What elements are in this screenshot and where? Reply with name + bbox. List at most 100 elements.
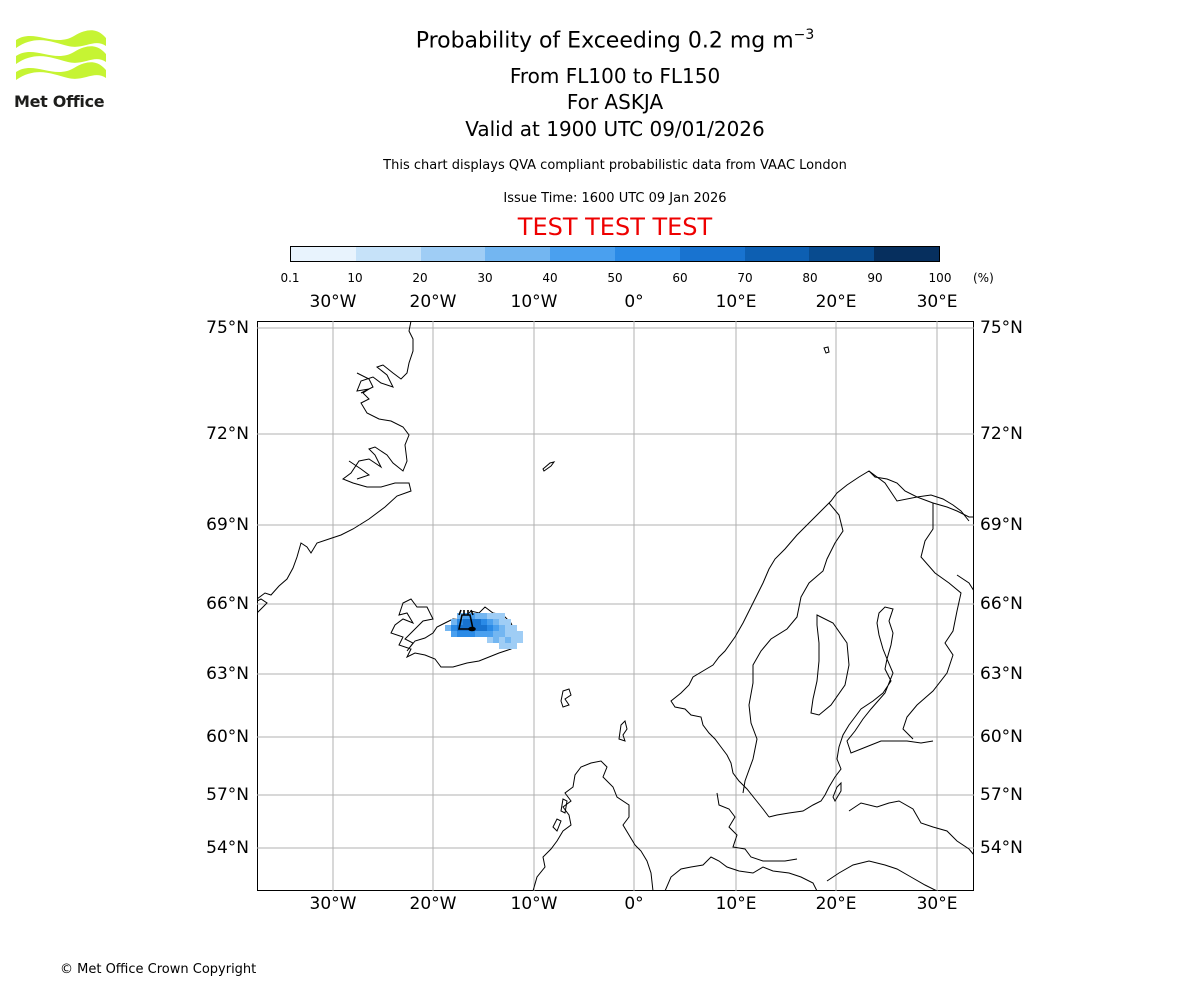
plume-cell (487, 637, 493, 643)
colorbar-segment (874, 247, 939, 261)
plume-cell (517, 631, 523, 637)
lat-label-right: 69°N (980, 515, 1023, 535)
issue-time: Issue Time: 1600 UTC 09 Jan 2026 (503, 191, 727, 206)
plume-cell (475, 613, 481, 619)
baltic-south (826, 860, 938, 891)
lon-label-top: 20°E (815, 292, 857, 312)
plume-cell (463, 625, 469, 631)
plume-cell (493, 631, 499, 637)
met-office-logo (14, 30, 114, 114)
colorbar-tick-label: 10 (347, 271, 363, 285)
colorbar-segment (614, 247, 680, 261)
plume-cell (463, 631, 469, 637)
colorbar-tick-label: 20 (412, 271, 428, 285)
lon-label-bottom: 30°W (309, 894, 357, 914)
colorbar-segment (809, 247, 875, 261)
lon-label-bottom: 20°W (409, 894, 457, 914)
colorbar-segment (291, 247, 356, 261)
met-office-logo-waves (16, 30, 106, 80)
plume-cell (481, 631, 487, 637)
colorbar-tick-label: 0.1 (280, 271, 300, 285)
copyright-notice: © Met Office Crown Copyright (60, 962, 257, 977)
lon-label-top: 10°W (510, 292, 558, 312)
plume-cell (475, 631, 481, 637)
plume-cell (505, 625, 511, 631)
colorbar-tick-label: 80 (802, 271, 818, 285)
lon-label-top: 0° (624, 292, 644, 312)
lat-label-left: 60°N (206, 727, 249, 747)
plume-cell (487, 625, 493, 631)
lat-label-left: 63°N (206, 664, 249, 684)
title-superscript: −3 (793, 27, 815, 43)
plume-cell (493, 619, 499, 625)
plume-cell (481, 619, 487, 625)
denmark-coast (716, 792, 798, 862)
valid-time: Valid at 1900 UTC 09/01/2026 (465, 117, 765, 141)
lat-label-left: 69°N (206, 515, 249, 535)
colorbar-tick-label: 90 (867, 271, 883, 285)
plume-cell (499, 637, 505, 643)
plume-cell (463, 613, 469, 619)
plume-cell (499, 643, 505, 649)
colorbar-tick-label: 70 (737, 271, 753, 285)
shetland (618, 720, 628, 742)
plume-cell (511, 643, 517, 649)
colorbar-segment (420, 247, 486, 261)
colorbar-segment (679, 247, 745, 261)
lat-label-right: 54°N (980, 838, 1023, 858)
lon-label-top: 20°W (409, 292, 457, 312)
sweden-norway-border (742, 502, 844, 794)
volcano-name: For ASKJA (566, 90, 664, 114)
colorbar-tick-label: 30 (477, 271, 493, 285)
plume-cell (505, 637, 511, 643)
lat-label-left: 72°N (206, 424, 249, 444)
russia-border (868, 470, 962, 740)
plume-cell (511, 637, 517, 643)
plume-cell (505, 643, 511, 649)
hebrides (552, 798, 568, 832)
greenland-south (257, 598, 268, 614)
map-panel (257, 321, 974, 891)
plume-cell (445, 625, 451, 631)
greenland-fjord (356, 372, 374, 394)
faroe-islands (560, 688, 572, 708)
lat-label-right: 63°N (980, 664, 1023, 684)
white-sea (956, 574, 974, 592)
plume-cell (475, 619, 481, 625)
plume-cell (493, 637, 499, 643)
lat-label-right: 75°N (980, 318, 1023, 338)
plume-cell (517, 637, 523, 643)
colorbar-segment (744, 247, 810, 261)
plume-cell (493, 613, 499, 619)
colorbar-segment (550, 247, 615, 261)
plume-cell (499, 619, 505, 625)
plume-cell (511, 631, 517, 637)
title-main: Probability of Exceeding 0.2 mg m (415, 28, 794, 54)
plume-cell (457, 631, 463, 637)
chart-title: Probability of Exceeding 0.2 mg m−3 (0, 27, 1200, 53)
plume-cell (451, 625, 457, 631)
plume-cell (505, 619, 511, 625)
kola (932, 502, 974, 518)
plume-cell (487, 613, 493, 619)
volcano-icon (458, 609, 476, 632)
gotland (832, 781, 842, 803)
jan-mayen (542, 461, 556, 472)
test-banner: TEST TEST TEST (517, 213, 713, 241)
plume-cell (487, 619, 493, 625)
logo-text: Met Office (14, 92, 105, 111)
coastlines (257, 321, 974, 891)
plume-cell (499, 625, 505, 631)
chart-description: This chart displays QVA compliant probab… (383, 158, 847, 173)
lon-label-top: 30°W (309, 292, 357, 312)
plume-cell (451, 619, 457, 625)
colorbar-segment (485, 247, 551, 261)
lat-label-right: 60°N (980, 727, 1023, 747)
colorbar-unit: (%) (973, 271, 994, 285)
lat-label-left: 66°N (206, 594, 249, 614)
colorbar-tick-label: 100 (928, 271, 952, 285)
finland-border (810, 614, 850, 716)
lat-label-right: 57°N (980, 785, 1023, 805)
lat-label-right: 72°N (980, 424, 1023, 444)
colorbar-tick-label: 50 (607, 271, 623, 285)
